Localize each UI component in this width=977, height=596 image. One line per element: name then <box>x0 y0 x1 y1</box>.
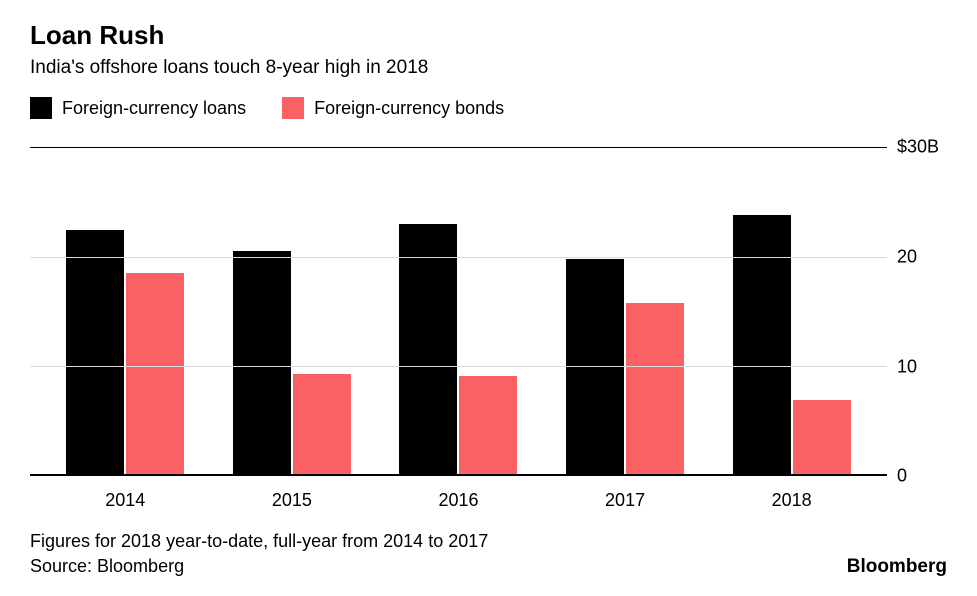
legend-swatch-icon <box>282 97 304 119</box>
y-tick-label: 20 <box>897 246 917 267</box>
bars-layer <box>30 148 887 474</box>
legend-label: Foreign-currency loans <box>62 98 246 119</box>
gridline <box>30 257 887 258</box>
legend: Foreign-currency loans Foreign-currency … <box>30 97 947 119</box>
chart-container: Loan Rush India's offshore loans touch 8… <box>0 0 977 596</box>
y-tick-label: 0 <box>897 466 907 487</box>
x-axis: 20142015201620172018 <box>30 490 887 511</box>
legend-label: Foreign-currency bonds <box>314 98 504 119</box>
legend-item: Foreign-currency loans <box>30 97 246 119</box>
chart-subtitle: India's offshore loans touch 8-year high… <box>30 57 947 79</box>
footnote-line: Source: Bloomberg <box>30 554 947 578</box>
bar <box>459 376 517 474</box>
chart-title: Loan Rush <box>30 20 947 51</box>
bar-group <box>375 148 542 474</box>
y-tick-label: $30B <box>897 137 939 158</box>
x-tick-label: 2018 <box>708 490 875 511</box>
legend-swatch-icon <box>30 97 52 119</box>
brand-logo: Bloomberg <box>847 556 947 578</box>
plot-area <box>30 147 887 476</box>
x-tick-label: 2015 <box>209 490 376 511</box>
bar-group <box>42 148 209 474</box>
bar <box>793 400 851 474</box>
chart-footer: Figures for 2018 year-to-date, full-year… <box>30 529 947 578</box>
y-tick-label: 10 <box>897 356 917 377</box>
chart-area: $30B20100 <box>30 147 947 476</box>
bar <box>66 230 124 475</box>
bar-group <box>708 148 875 474</box>
bar-group <box>542 148 709 474</box>
x-tick-label: 2017 <box>542 490 709 511</box>
bar <box>126 273 184 474</box>
bar <box>293 374 351 474</box>
x-tick-label: 2014 <box>42 490 209 511</box>
footnote-line: Figures for 2018 year-to-date, full-year… <box>30 529 947 553</box>
bar <box>233 251 291 474</box>
bar <box>399 224 457 474</box>
bar <box>566 259 624 474</box>
bar <box>733 215 791 474</box>
bar <box>626 303 684 475</box>
y-axis: $30B20100 <box>887 147 947 476</box>
bar-group <box>209 148 376 474</box>
gridline <box>30 366 887 367</box>
x-tick-label: 2016 <box>375 490 542 511</box>
legend-item: Foreign-currency bonds <box>282 97 504 119</box>
